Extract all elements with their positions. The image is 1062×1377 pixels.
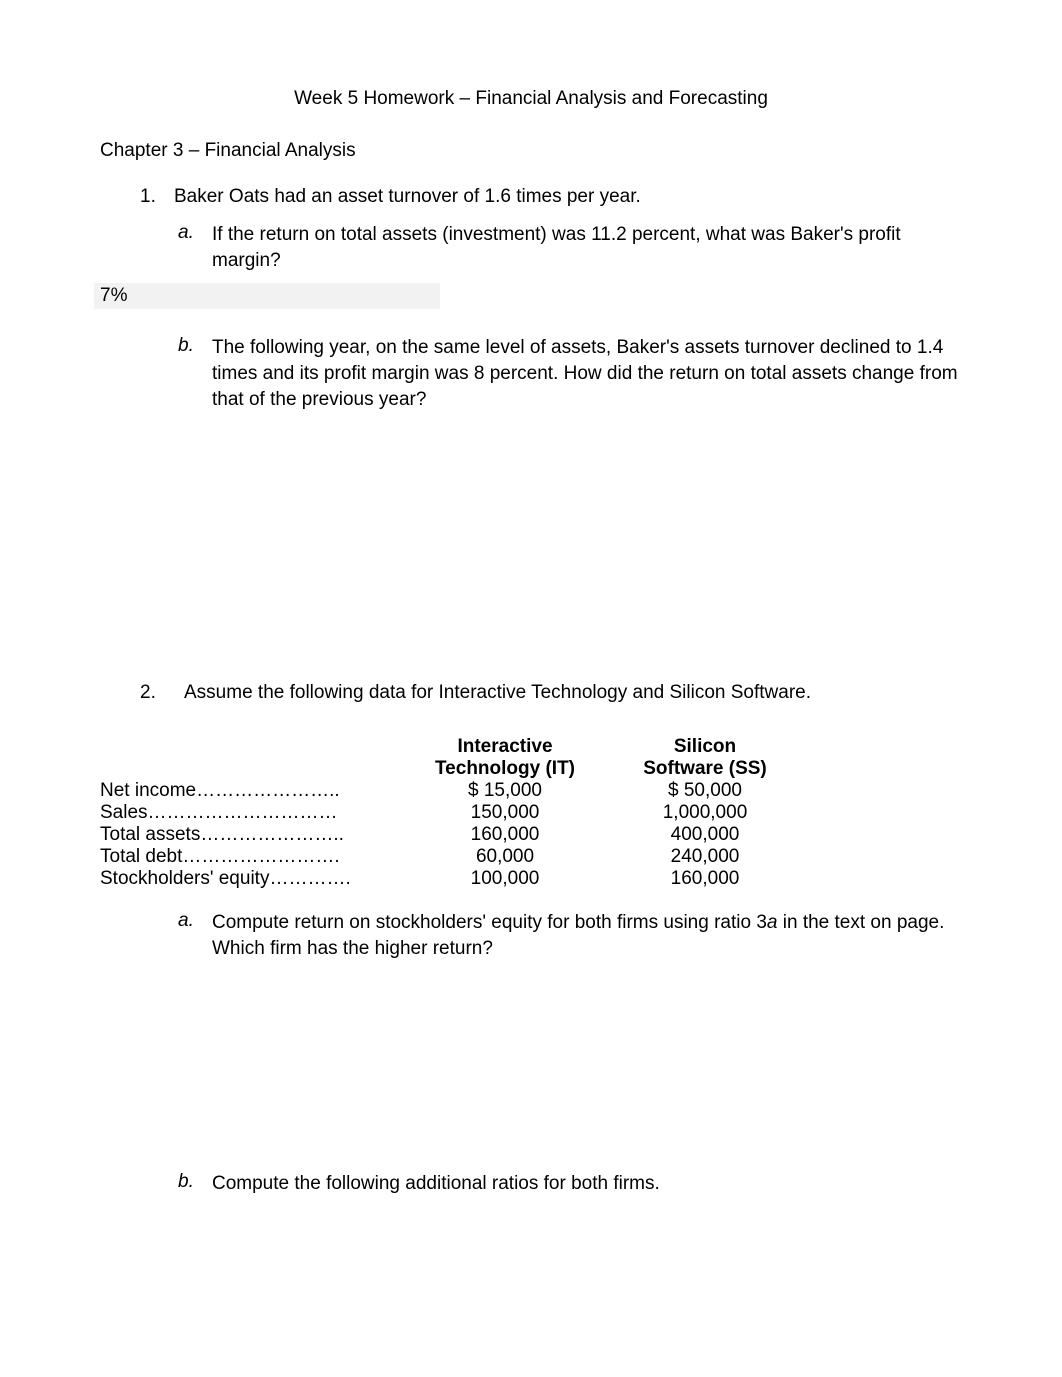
q2-part-b: b. Compute the following additional rati… [178,1171,962,1197]
data-table: Interactive Technology (IT) Silicon Soft… [100,736,800,890]
col-it-header: Interactive Technology (IT) [400,736,610,780]
q2a-pre: Compute return on stockholders' equity f… [212,912,767,933]
row-ss: 1,000,000 [610,802,800,824]
q2b-letter: b. [178,1171,212,1197]
table-row: Sales………………………… 150,000 1,000,000 [100,802,800,824]
spacer [100,971,962,1171]
financial-table: Interactive Technology (IT) Silicon Soft… [100,736,962,890]
ss-header-line1: Silicon [674,736,736,757]
row-it: $ 15,000 [400,780,610,802]
row-label: Total assets………………….. [100,824,400,846]
row-label: Sales………………………… [100,802,400,824]
it-header-line1: Interactive [457,736,552,757]
table-row: Total assets………………….. 160,000 400,000 [100,824,800,846]
row-ss: 160,000 [610,868,800,890]
it-header-line2: Technology (IT) [435,758,575,779]
q2a-text: Compute return on stockholders' equity f… [212,910,962,961]
q1a-text: If the return on total assets (investmen… [212,222,962,273]
q1b-text: The following year, on the same level of… [212,335,962,412]
page: Week 5 Homework – Financial Analysis and… [0,0,1062,1377]
row-it: 160,000 [400,824,610,846]
doc-title: Week 5 Homework – Financial Analysis and… [100,88,962,110]
spacer [100,422,962,682]
q1-number: 1. [140,186,174,208]
row-ss: 240,000 [610,846,800,868]
q1a-answer-highlight: 7% [94,283,440,309]
q2b-text: Compute the following additional ratios … [212,1171,962,1197]
row-it: 60,000 [400,846,610,868]
row-label: Net income………………….. [100,780,400,802]
row-label: Stockholders' equity…………. [100,868,400,890]
q2a-letter: a. [178,910,212,961]
q1-part-a: a. If the return on total assets (invest… [178,222,962,273]
q2-text: Assume the following data for Interactiv… [184,682,811,704]
table-row: Net income………………….. $ 15,000 $ 50,000 [100,780,800,802]
q2-number: 2. [140,682,184,704]
empty-header [100,736,400,780]
ss-header-line2: Software (SS) [643,758,767,779]
question-1: 1. Baker Oats had an asset turnover of 1… [140,186,962,208]
blurred-region [133,285,207,306]
row-ss: $ 50,000 [610,780,800,802]
row-it: 150,000 [400,802,610,824]
q1b-letter: b. [178,335,212,412]
table-row: Stockholders' equity…………. 100,000 160,00… [100,868,800,890]
q2a-italic: a [767,912,778,933]
col-ss-header: Silicon Software (SS) [610,736,800,780]
q1a-letter: a. [178,222,212,273]
row-it: 100,000 [400,868,610,890]
table-row: Total debt……………………. 60,000 240,000 [100,846,800,868]
q1-text: Baker Oats had an asset turnover of 1.6 … [174,186,641,208]
q1a-answer: 7% [100,285,127,306]
row-ss: 400,000 [610,824,800,846]
table-header-row: Interactive Technology (IT) Silicon Soft… [100,736,800,780]
question-2: 2. Assume the following data for Interac… [140,682,962,704]
q2-part-a: a. Compute return on stockholders' equit… [178,910,962,961]
row-label: Total debt……………………. [100,846,400,868]
chapter-heading: Chapter 3 – Financial Analysis [100,140,962,162]
q1-part-b: b. The following year, on the same level… [178,335,962,412]
